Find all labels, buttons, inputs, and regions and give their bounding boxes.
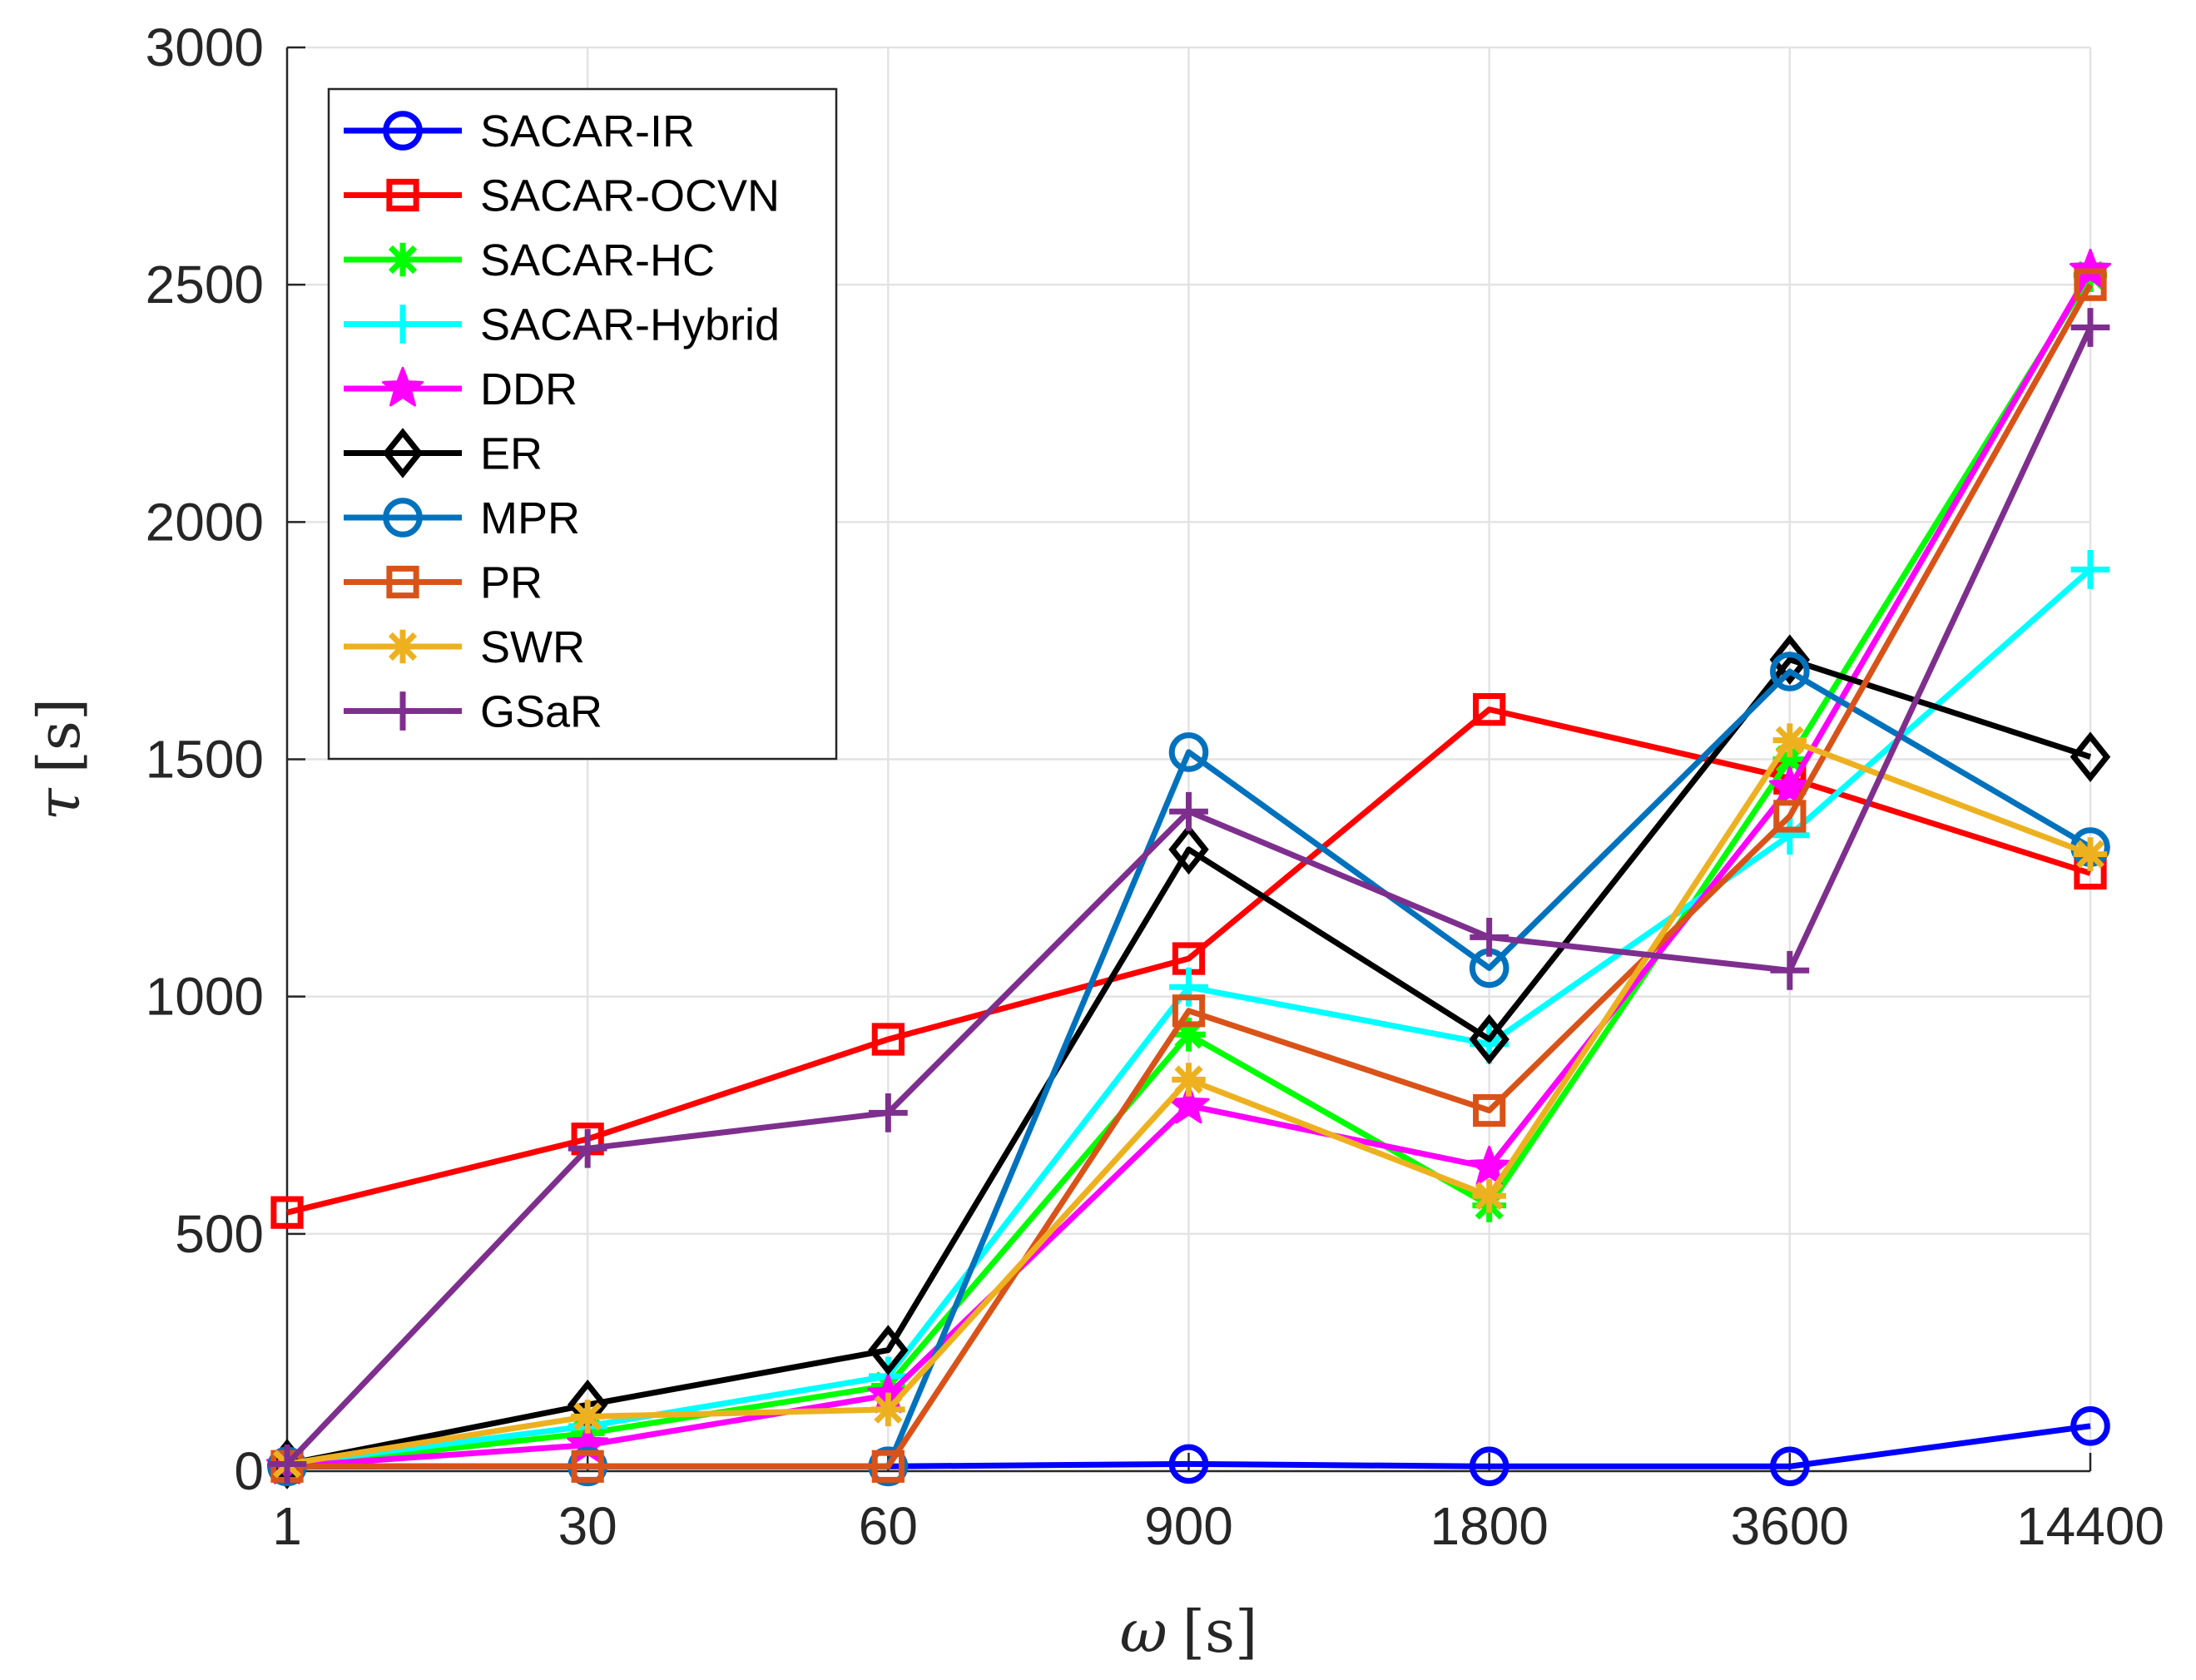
data-point-ddr xyxy=(1468,1145,1510,1186)
data-point-sacar-ir xyxy=(1469,1446,1509,1487)
legend-item-sacar-hybrid: SACAR-Hybrid xyxy=(344,300,780,350)
y-tick-label: 1000 xyxy=(146,967,264,1027)
series-pr xyxy=(270,268,2107,1483)
y-axis-label-unit: [s] xyxy=(25,698,93,774)
data-point-pr xyxy=(871,1450,905,1483)
y-axis-label-symbol: τ xyxy=(25,787,93,820)
legend-marker-gsar xyxy=(383,691,423,731)
legend: SACAR-IR SACAR-OCVN SACAR-HC SACAR-Hybrid DD… xyxy=(327,87,838,761)
series-group xyxy=(266,248,2111,1489)
legend-label-sacar-hc: SACAR-HC xyxy=(480,235,715,285)
data-point-sacar-ocvn xyxy=(270,1196,304,1229)
data-point-swr xyxy=(2073,837,2108,871)
data-point-sacar-ir xyxy=(1168,1444,1209,1484)
series-line-pr xyxy=(287,283,2094,1469)
legend-label-mpr: MPR xyxy=(480,493,580,543)
legend-item-mpr: MPR xyxy=(344,493,580,543)
legend-marker-sacar-hc xyxy=(385,242,420,277)
legend-item-ddr: DDR xyxy=(344,364,578,414)
y-tick-label: 0 xyxy=(234,1441,264,1501)
data-point-swr xyxy=(1172,1063,1206,1097)
data-point-gsar xyxy=(267,1445,307,1484)
x-axis-label: ω [s] xyxy=(1120,1598,1258,1666)
x-tick-label: 900 xyxy=(1144,1496,1233,1556)
data-point-sacar-ir xyxy=(1770,1446,1810,1487)
x-tick-label: 1 xyxy=(272,1496,302,1556)
data-point-gsar xyxy=(1470,917,1509,957)
x-tick-label: 3600 xyxy=(1731,1496,1849,1556)
legend-item-er: ER xyxy=(344,428,543,479)
legend-label-sacar-ocvn: SACAR-OCVN xyxy=(480,171,780,221)
legend-item-pr: PR xyxy=(344,558,543,608)
legend-label-gsar: GSaR xyxy=(480,687,602,737)
data-point-er xyxy=(1769,634,1811,686)
axes: 0 500 1000 1500 2000 2500 3000 1 30 60 900 1800 3600… xyxy=(146,17,2164,1556)
legend-label-pr: PR xyxy=(480,558,543,608)
data-point-sacar-ocvn xyxy=(1473,692,1506,726)
y-tick-label: 2000 xyxy=(146,492,264,552)
legend-item-sacar-hc: SACAR-HC xyxy=(344,235,715,285)
x-tick-label: 1800 xyxy=(1430,1496,1548,1556)
legend-marker-mpr xyxy=(383,498,423,538)
x-axis-label-symbol: ω xyxy=(1120,1598,1167,1666)
data-point-er xyxy=(868,1325,909,1375)
legend-label-sacar-hybrid: SACAR-Hybrid xyxy=(480,300,780,350)
data-point-gsar xyxy=(568,1128,607,1168)
series-gsar xyxy=(267,308,2110,1484)
legend-label-ddr: DDR xyxy=(480,364,578,414)
data-point-gsar xyxy=(868,1093,908,1132)
y-tick-label: 2500 xyxy=(146,255,264,315)
data-point-mpr xyxy=(1168,732,1209,772)
legend-item-swr: SWR xyxy=(344,622,585,672)
legend-item-gsar: GSaR xyxy=(344,687,602,737)
legend-item-sacar-ocvn: SACAR-OCVN xyxy=(344,171,780,221)
legend-label-sacar-ir: SACAR-IR xyxy=(480,107,695,156)
x-tick-label: 30 xyxy=(558,1496,617,1556)
x-axis-label-unit: [s] xyxy=(1182,1598,1258,1666)
data-point-sacar-hybrid xyxy=(2070,549,2110,589)
data-point-gsar xyxy=(2070,308,2110,347)
legend-label-swr: SWR xyxy=(480,622,585,672)
legend-marker-pr xyxy=(386,565,419,599)
x-tick-label: 14400 xyxy=(2016,1496,2164,1556)
data-point-sacar-hybrid xyxy=(1770,815,1810,855)
data-point-swr xyxy=(871,1392,905,1427)
data-point-er xyxy=(2070,731,2111,782)
y-tick-label: 1500 xyxy=(146,730,264,790)
y-tick-label: 3000 xyxy=(146,17,264,77)
data-point-sacar-ir xyxy=(2070,1406,2110,1446)
data-point-er xyxy=(1168,824,1209,875)
y-axis-label: τ [s] xyxy=(25,698,93,820)
legend-item-sacar-ir: SACAR-IR xyxy=(344,107,695,156)
data-point-gsar xyxy=(1169,791,1208,831)
data-point-pr xyxy=(1473,1093,1506,1127)
data-point-pr xyxy=(571,1450,604,1483)
data-point-pr xyxy=(1172,994,1206,1028)
legend-marker-er xyxy=(382,428,424,478)
data-point-pr xyxy=(2074,268,2107,301)
x-tick-label: 60 xyxy=(859,1496,918,1556)
data-point-er xyxy=(1469,1013,1509,1065)
data-point-swr xyxy=(570,1400,605,1434)
legend-label-er: ER xyxy=(480,429,543,479)
legend-marker-sacar-ir xyxy=(383,111,423,151)
legend-marker-ddr xyxy=(382,366,424,407)
data-point-pr xyxy=(1773,800,1807,833)
data-point-sacar-ocvn xyxy=(871,1023,905,1056)
legend-marker-swr xyxy=(385,629,420,664)
data-point-gsar xyxy=(1770,950,1810,990)
legend-marker-sacar-hybrid xyxy=(383,305,423,344)
legend-marker-sacar-ocvn xyxy=(386,178,419,212)
data-point-swr xyxy=(1472,1178,1506,1213)
data-point-swr xyxy=(1772,723,1807,757)
y-tick-label: 500 xyxy=(175,1204,264,1264)
data-point-mpr xyxy=(1770,652,1810,691)
data-point-ddr xyxy=(1768,766,1811,806)
